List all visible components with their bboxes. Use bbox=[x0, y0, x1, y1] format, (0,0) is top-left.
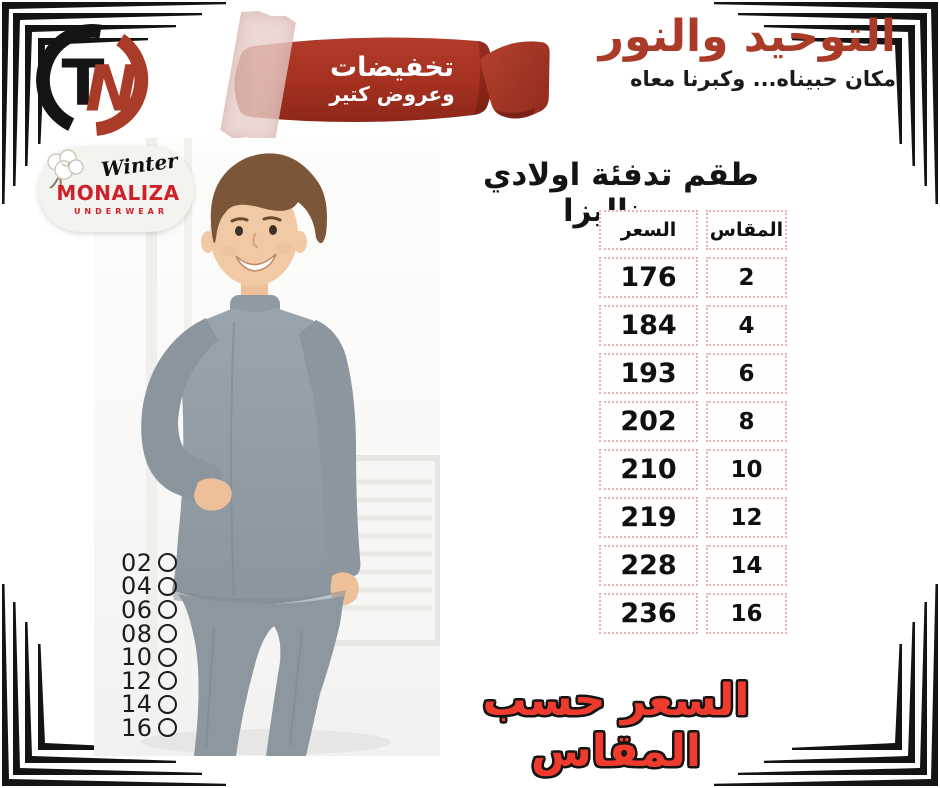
tn-logo: T N bbox=[28, 16, 156, 144]
table-row: 228 14 bbox=[599, 545, 787, 586]
price-cell: 210 bbox=[599, 449, 698, 490]
badge-brand: MONALIZA bbox=[56, 181, 180, 205]
size-option-row: 16 bbox=[121, 713, 177, 742]
size-cell: 2 bbox=[706, 257, 787, 298]
price-table: السعر المقاس 176 2 184 4 193 6 202 8 210… bbox=[599, 210, 787, 641]
table-row: 202 8 bbox=[599, 401, 787, 442]
tn-monogram-icon: T N bbox=[36, 24, 149, 136]
logo-letter-t: T bbox=[61, 47, 104, 120]
price-cell: 236 bbox=[599, 593, 698, 634]
brand-tagline: مكان حبيناه... وكبرنا معاه bbox=[630, 66, 896, 91]
size-cell: 16 bbox=[706, 593, 787, 634]
table-row: 176 2 bbox=[599, 257, 787, 298]
sale-ribbon-text: تخفيضات وعروض كتير bbox=[286, 38, 498, 120]
size-circle-icon bbox=[158, 647, 177, 667]
size-option-label: 02 bbox=[121, 548, 153, 577]
sale-ribbon-line2: وعروض كتير bbox=[329, 81, 455, 106]
table-row: 184 4 bbox=[599, 305, 787, 346]
size-circle-icon bbox=[158, 671, 177, 691]
monaliza-badge: Winter MONALIZA UNDERWEAR bbox=[38, 146, 194, 232]
red-cube-icon bbox=[480, 41, 550, 119]
table-row: 193 6 bbox=[599, 353, 787, 394]
price-cell: 219 bbox=[599, 497, 698, 538]
price-cell: 193 bbox=[599, 353, 698, 394]
size-option-row: 08 bbox=[121, 619, 177, 648]
size-cell: 10 bbox=[706, 449, 787, 490]
size-option-list: 02 04 06 08 10 12 14 16 bbox=[121, 548, 177, 742]
product-photo bbox=[94, 138, 440, 756]
size-cell: 6 bbox=[706, 353, 787, 394]
size-header-cell: المقاس bbox=[706, 210, 787, 250]
size-circle-icon bbox=[158, 694, 177, 714]
size-option-label: 16 bbox=[121, 713, 153, 742]
size-circle-icon bbox=[158, 718, 177, 738]
size-option-row: 06 bbox=[121, 595, 177, 624]
size-cell: 14 bbox=[706, 545, 787, 586]
brand-block: التوحيد والنور مكان حبيناه... وكبرنا معا… bbox=[524, 11, 897, 91]
size-cell: 4 bbox=[706, 305, 787, 346]
size-option-label: 14 bbox=[121, 690, 153, 719]
price-cell: 228 bbox=[599, 545, 698, 586]
badge-season: Winter bbox=[100, 148, 180, 182]
size-cell: 12 bbox=[706, 497, 787, 538]
brand-name: التوحيد والنور bbox=[598, 11, 897, 62]
size-option-row: 10 bbox=[121, 643, 177, 672]
table-header-row: السعر المقاس bbox=[599, 210, 787, 250]
size-option-label: 10 bbox=[121, 643, 153, 672]
price-note: السعر حسب المقاس bbox=[482, 675, 750, 777]
size-option-label: 04 bbox=[121, 572, 153, 601]
size-circle-icon bbox=[158, 624, 177, 644]
brand-cube-icon bbox=[467, 36, 571, 128]
size-option-label: 12 bbox=[121, 666, 153, 695]
price-cell: 202 bbox=[599, 401, 698, 442]
sale-ribbon-line1: تخفيضات bbox=[330, 51, 454, 83]
size-option-label: 08 bbox=[121, 619, 153, 648]
size-circle-icon bbox=[158, 553, 177, 573]
size-circle-icon bbox=[158, 576, 177, 596]
size-circle-icon bbox=[158, 600, 177, 620]
cotton-flower-icon bbox=[47, 149, 84, 190]
price-header-cell: السعر bbox=[599, 210, 698, 250]
size-option-row: 02 bbox=[121, 548, 177, 577]
size-option-row: 04 bbox=[121, 572, 177, 601]
badge-category: UNDERWEAR bbox=[73, 207, 169, 216]
size-option-row: 12 bbox=[121, 666, 177, 695]
size-option-label: 06 bbox=[121, 595, 153, 624]
table-row: 219 12 bbox=[599, 497, 787, 538]
price-cell: 184 bbox=[599, 305, 698, 346]
table-row: 210 10 bbox=[599, 449, 787, 490]
logo-letter-n: N bbox=[85, 53, 138, 126]
size-cell: 8 bbox=[706, 401, 787, 442]
price-cell: 176 bbox=[599, 257, 698, 298]
table-row: 236 16 bbox=[599, 593, 787, 634]
boy-illustration bbox=[141, 138, 440, 756]
size-option-row: 14 bbox=[121, 690, 177, 719]
